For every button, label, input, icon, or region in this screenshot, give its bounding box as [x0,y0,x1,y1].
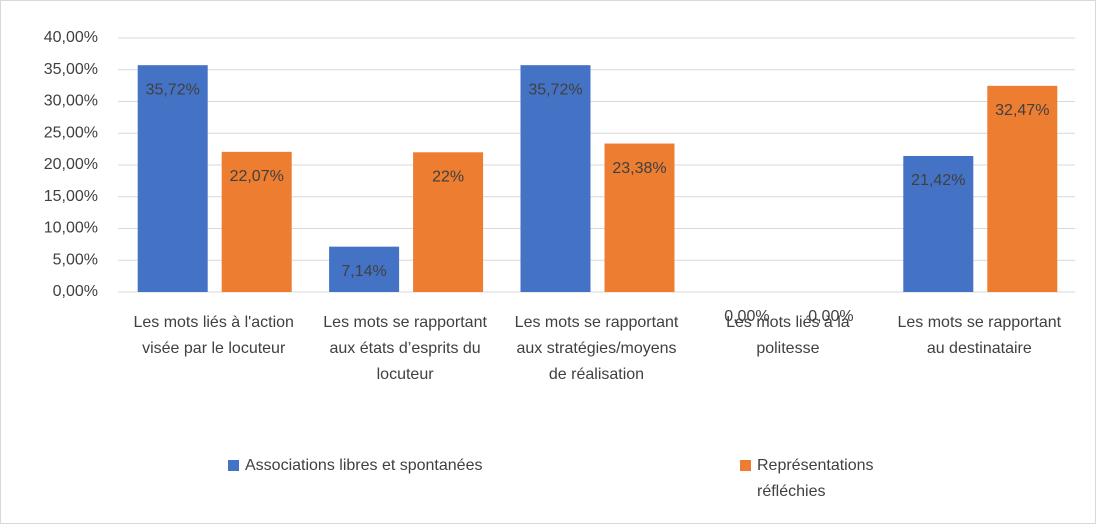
text-line: Représentations [757,457,874,474]
text-line: Les mots se rapportant [897,314,1061,331]
y-tick-label: 25,00% [44,124,98,141]
legend-swatch [740,460,751,471]
text-line: au destinataire [927,340,1032,357]
x-tick-label: Les mots liés à l'action visée par le loc… [133,314,293,357]
y-tick-label: 35,00% [44,61,98,78]
text-line: aux stratégies/moyens [516,340,676,357]
text-line: Associations libres et spontanées [245,457,482,474]
data-label: 32,47% [995,102,1049,119]
x-tick-label: Les mots se rapportant au destinataire [897,314,1061,357]
text-line: Les mots liés à la [726,314,850,331]
y-tick-label: 10,00% [44,220,98,237]
legend-swatch [228,460,239,471]
x-tick-label: Les mots se rapportant aux états d’esprit… [323,314,487,383]
data-label: 22% [432,169,464,186]
bar [221,151,292,292]
data-label: 22,07% [230,168,284,185]
bar [329,246,400,292]
text-line: locuteur [377,366,435,383]
data-label: 23,38% [612,160,666,177]
text-line: politesse [756,340,819,357]
data-label: 35,72% [528,81,582,98]
data-label: 35,72% [146,81,200,98]
y-tick-label: 0,00% [53,283,98,300]
y-tick-label: 5,00% [53,251,98,268]
data-label: 0,00% [808,308,853,325]
bar [604,143,675,292]
text-line: Les mots se rapportant [323,314,487,331]
y-tick-label: 30,00% [44,93,98,110]
bar [520,65,591,292]
legend-label: Représentations réfléchies [757,457,874,500]
bar [987,85,1058,293]
text-line: réfléchies [757,483,825,500]
text-line: Les mots liés à l'action [133,314,293,331]
x-tick-label: Les mots se rapportant aux stratégies/moy… [515,314,679,383]
y-tick-label: 20,00% [44,156,98,173]
data-label: 0,00% [724,308,769,325]
data-label: 21,42% [911,172,965,189]
y-tick-label: 40,00% [44,29,98,46]
bar [903,155,974,292]
data-label: 7,14% [341,263,386,280]
text-line: visée par le locuteur [142,340,286,357]
text-line: aux états d’esprits du [329,340,480,357]
bar [137,65,208,292]
text-line: de réalisation [549,366,644,383]
legend-label: Associations libres et spontanées [245,457,482,474]
y-tick-label: 15,00% [44,188,98,205]
bar [413,152,484,292]
x-tick-label: Les mots liés à la politesse [726,314,850,357]
text-line: Les mots se rapportant [515,314,679,331]
